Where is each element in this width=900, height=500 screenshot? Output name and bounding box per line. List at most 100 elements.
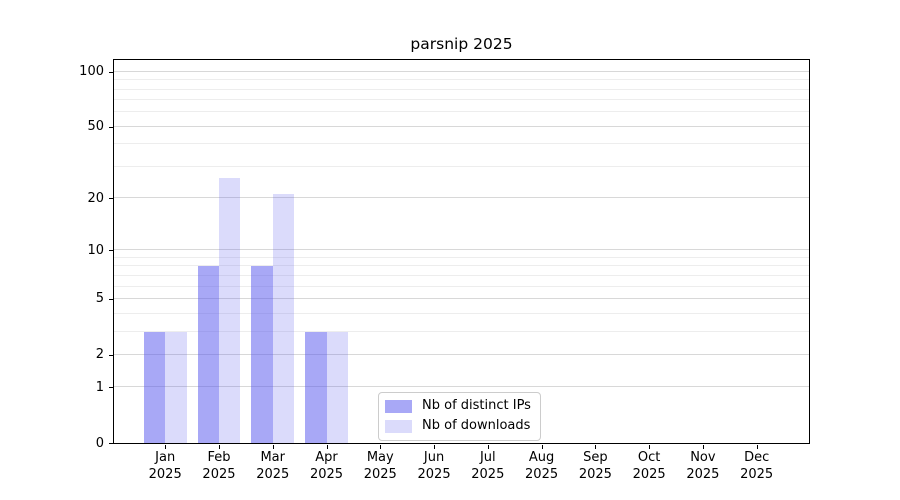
bar-ips-feb — [197, 266, 219, 443]
legend-label-downloads: Nb of downloads — [422, 418, 531, 433]
x-tick-year: 2025 — [740, 467, 774, 482]
x-tick-mark-aug — [541, 445, 543, 449]
y-tick-label-100: 100 — [79, 64, 104, 80]
minor-gridline-70 — [114, 99, 809, 101]
legend: Nb of distinct IPs Nb of downloads — [378, 392, 541, 441]
major-gridline-100 — [114, 70, 809, 72]
x-tick-mark-jun — [434, 445, 436, 449]
x-tick-label-nov: Nov 2025 — [673, 449, 733, 483]
minor-gridline-3 — [114, 330, 809, 332]
x-tick-label-jun: Jun 2025 — [404, 449, 464, 483]
x-tick-mark-jan — [165, 445, 167, 449]
x-tick-mark-sep — [595, 445, 597, 449]
major-gridline-10 — [114, 249, 809, 251]
y-tick-label-5: 5 — [95, 291, 104, 307]
bar-downloads-feb — [218, 177, 241, 443]
bar-ips-mar — [251, 266, 273, 443]
minor-gridline-60 — [114, 111, 809, 113]
legend-label-distinct-ips: Nb of distinct IPs — [422, 398, 531, 413]
x-tick-month: Feb — [207, 450, 231, 465]
major-gridline-5 — [114, 297, 809, 299]
major-gridline-50 — [114, 125, 809, 127]
x-tick-label-apr: Apr 2025 — [297, 449, 357, 483]
x-tick-mark-oct — [649, 445, 651, 449]
minor-gridline-40 — [114, 143, 809, 145]
x-tick-mark-may — [380, 445, 382, 449]
x-tick-year: 2025 — [471, 467, 505, 482]
x-tick-mark-nov — [702, 445, 704, 449]
x-tick-mark-jul — [487, 445, 489, 449]
minor-gridline-4 — [114, 312, 809, 314]
x-tick-label-sep: Sep 2025 — [565, 449, 625, 483]
x-tick-label-dec: Dec 2025 — [727, 449, 787, 483]
legend-item-distinct-ips: Nb of distinct IPs — [385, 398, 531, 414]
x-tick-label-mar: Mar 2025 — [243, 449, 303, 483]
legend-swatch-distinct-ips — [385, 399, 412, 413]
x-tick-month: May — [366, 450, 394, 465]
bar-downloads-jan — [165, 331, 187, 443]
x-tick-mark-feb — [218, 445, 220, 449]
x-tick-mark-dec — [756, 445, 758, 449]
y-tick-label-2: 2 — [95, 347, 104, 363]
y-tick-mark-10 — [109, 250, 113, 252]
y-tick-mark-50 — [109, 126, 113, 128]
y-tick-mark-2 — [109, 354, 113, 356]
major-gridline-1 — [114, 386, 809, 388]
major-gridline-20 — [114, 197, 809, 199]
y-tick-mark-100 — [109, 71, 113, 73]
x-tick-year: 2025 — [148, 467, 182, 482]
minor-gridline-90 — [114, 79, 809, 81]
bar-ips-jan — [143, 331, 166, 443]
minor-gridline-8 — [114, 265, 809, 267]
x-tick-year: 2025 — [632, 467, 666, 482]
legend-swatch-downloads — [385, 419, 412, 433]
x-tick-year: 2025 — [363, 467, 397, 482]
x-tick-month: Mar — [260, 450, 285, 465]
major-gridline-2 — [114, 353, 809, 355]
bar-downloads-mar — [272, 194, 295, 443]
x-tick-month: Jun — [423, 450, 445, 465]
x-tick-mark-mar — [272, 445, 274, 449]
minor-gridline-7 — [114, 274, 809, 276]
y-tick-mark-5 — [109, 298, 113, 300]
y-tick-label-0: 0 — [95, 435, 104, 451]
minor-gridline-30 — [114, 165, 809, 167]
x-tick-year: 2025 — [202, 467, 236, 482]
x-tick-year: 2025 — [417, 467, 451, 482]
minor-gridline-80 — [114, 88, 809, 90]
x-tick-label-jul: Jul 2025 — [458, 449, 518, 483]
x-tick-year: 2025 — [256, 467, 290, 482]
x-tick-year: 2025 — [525, 467, 559, 482]
y-tick-label-50: 50 — [87, 119, 104, 135]
x-tick-month: Jan — [155, 450, 176, 465]
x-tick-month: Dec — [744, 450, 770, 465]
bar-ips-apr — [305, 331, 327, 443]
y-tick-mark-20 — [109, 198, 113, 200]
x-tick-month: Apr — [315, 450, 338, 465]
x-tick-label-oct: Oct 2025 — [619, 449, 679, 483]
x-tick-year: 2025 — [309, 467, 344, 482]
y-tick-label-20: 20 — [87, 190, 104, 206]
x-tick-month: Sep — [583, 450, 608, 465]
x-tick-month: Jul — [479, 450, 496, 465]
legend-item-downloads: Nb of downloads — [385, 418, 531, 434]
x-tick-label-jan: Jan 2025 — [135, 449, 195, 483]
chart-title: parsnip 2025 — [410, 35, 513, 53]
x-tick-month: Oct — [637, 450, 661, 465]
x-tick-year: 2025 — [686, 467, 720, 482]
x-tick-month: Aug — [528, 450, 555, 465]
plot-area: Nb of distinct IPs Nb of downloads — [113, 59, 810, 444]
x-tick-month: Nov — [690, 450, 716, 465]
y-tick-label-10: 10 — [87, 242, 104, 258]
y-tick-label-1: 1 — [95, 379, 104, 395]
x-tick-label-aug: Aug 2025 — [512, 449, 572, 483]
x-tick-label-may: May 2025 — [350, 449, 410, 483]
y-tick-mark-0 — [109, 443, 113, 444]
minor-gridline-9 — [114, 256, 809, 258]
x-tick-mark-apr — [326, 445, 328, 449]
x-tick-year: 2025 — [578, 467, 612, 482]
bar-downloads-apr — [326, 331, 348, 443]
x-tick-label-feb: Feb 2025 — [189, 449, 249, 483]
y-tick-mark-1 — [109, 387, 113, 389]
